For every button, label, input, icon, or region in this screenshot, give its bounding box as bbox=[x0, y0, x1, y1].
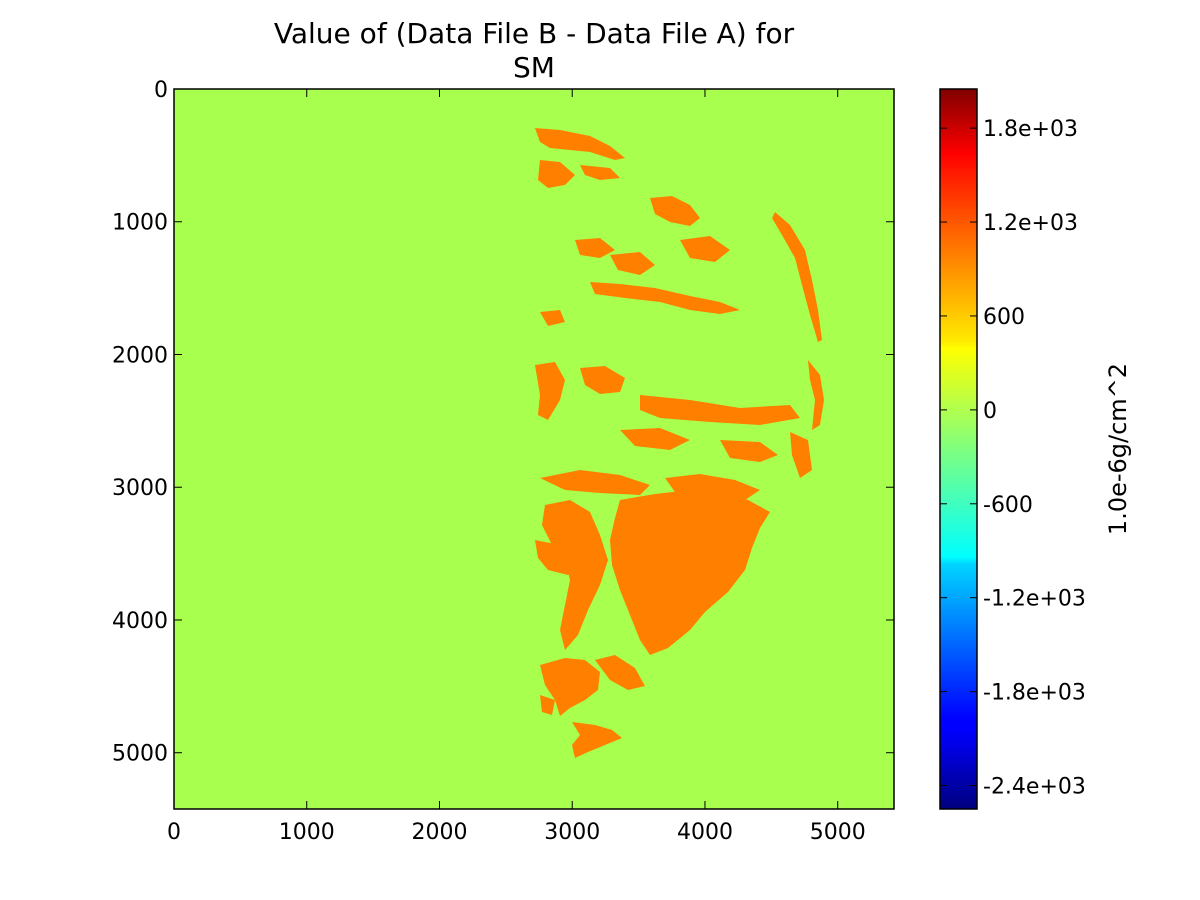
region-south-fragment bbox=[540, 695, 555, 715]
y-tick-label: 5000 bbox=[112, 742, 168, 767]
colorbar-tick-label: -600 bbox=[983, 493, 1033, 518]
plot-background bbox=[174, 89, 894, 809]
region-east-limb bbox=[772, 212, 822, 342]
colorbar-label: 1.0e-6g/cm^2 bbox=[1104, 363, 1132, 535]
region-top-band bbox=[535, 128, 625, 160]
region-south-lower bbox=[540, 658, 600, 716]
x-tick-label: 5000 bbox=[810, 820, 866, 845]
region-top-fragment bbox=[580, 165, 620, 180]
plot-frame bbox=[173, 88, 895, 810]
region-mid-fragment bbox=[610, 252, 655, 275]
colorbar-tick-label: 1.8e+03 bbox=[983, 117, 1078, 142]
x-tick-label: 4000 bbox=[677, 820, 733, 845]
region-mid-fragment bbox=[575, 238, 615, 258]
x-axis: 0 1000 2000 3000 4000 5000 bbox=[167, 89, 866, 845]
x-tick-label: 2000 bbox=[411, 820, 467, 845]
region-south-west-patch bbox=[535, 540, 575, 575]
colorbar-tick-label: -1.2e+03 bbox=[983, 587, 1086, 612]
region-band-2200 bbox=[720, 440, 778, 462]
region-mid-band bbox=[590, 282, 740, 314]
region-upper-patch bbox=[650, 196, 700, 226]
region-band-2200 bbox=[580, 366, 625, 394]
chart-title-line-2: SM bbox=[513, 51, 555, 84]
region-band-2200 bbox=[535, 362, 565, 420]
region-top-fragment bbox=[538, 160, 575, 188]
colorbar-tick-label: 600 bbox=[983, 305, 1025, 330]
y-axis: 0 1000 2000 3000 4000 5000 bbox=[112, 78, 894, 767]
colorbar-ticks: 1.8e+03 1.2e+03 600 0 -600 -1.2e+03 -1.8e+03 -2… bbox=[940, 117, 1086, 800]
region-south-large bbox=[610, 490, 770, 655]
colorbar-tick-label: -2.4e+03 bbox=[983, 775, 1086, 800]
x-tick-label: 1000 bbox=[279, 820, 335, 845]
colorbar-tick-label: 0 bbox=[983, 399, 997, 424]
y-tick-label: 4000 bbox=[112, 609, 168, 634]
x-tick-label: 0 bbox=[167, 820, 181, 845]
y-tick-label: 3000 bbox=[112, 476, 168, 501]
y-tick-label: 0 bbox=[154, 78, 168, 103]
x-tick-label: 3000 bbox=[544, 820, 600, 845]
colorbar-tick-label: 1.2e+03 bbox=[983, 211, 1078, 236]
region-mid-fragment bbox=[540, 310, 565, 326]
region-south-tip bbox=[572, 722, 622, 758]
region-band-2200 bbox=[640, 395, 800, 425]
region-east-limb bbox=[790, 432, 812, 478]
y-tick-label: 2000 bbox=[112, 343, 168, 368]
region-south-west-arm bbox=[542, 500, 608, 650]
colorbar bbox=[939, 88, 978, 810]
region-mid-fragment bbox=[680, 236, 730, 262]
region-south-lower bbox=[595, 655, 645, 690]
region-east-limb bbox=[808, 360, 824, 430]
chart-title-line-1: Value of (Data File B - Data File A) for bbox=[273, 17, 795, 50]
y-tick-label: 1000 bbox=[112, 211, 168, 236]
difference-regions bbox=[535, 128, 824, 758]
region-band-2200 bbox=[620, 428, 690, 450]
region-band-2900 bbox=[540, 470, 650, 495]
colorbar-tick-label: -1.8e+03 bbox=[983, 681, 1086, 706]
